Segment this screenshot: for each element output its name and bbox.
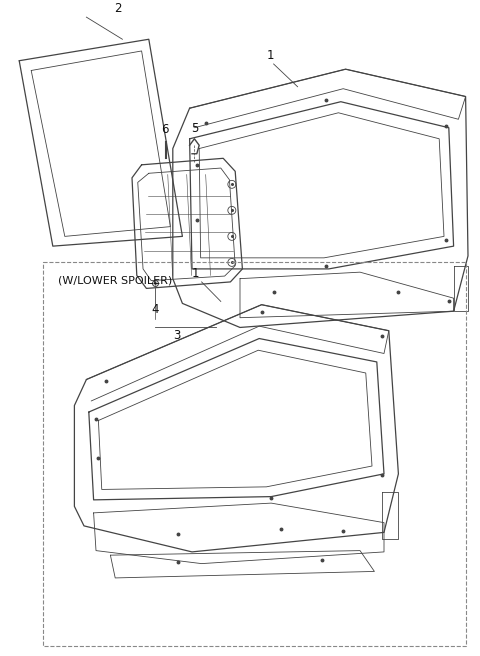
Text: 6: 6: [161, 123, 168, 136]
Text: 4: 4: [151, 303, 159, 316]
Text: (W/LOWER SPOILER): (W/LOWER SPOILER): [58, 276, 172, 285]
Text: 3: 3: [173, 329, 180, 342]
Text: 1: 1: [192, 267, 200, 279]
Text: 5: 5: [191, 122, 198, 135]
Text: 1: 1: [266, 49, 274, 62]
Text: 2: 2: [114, 2, 121, 15]
